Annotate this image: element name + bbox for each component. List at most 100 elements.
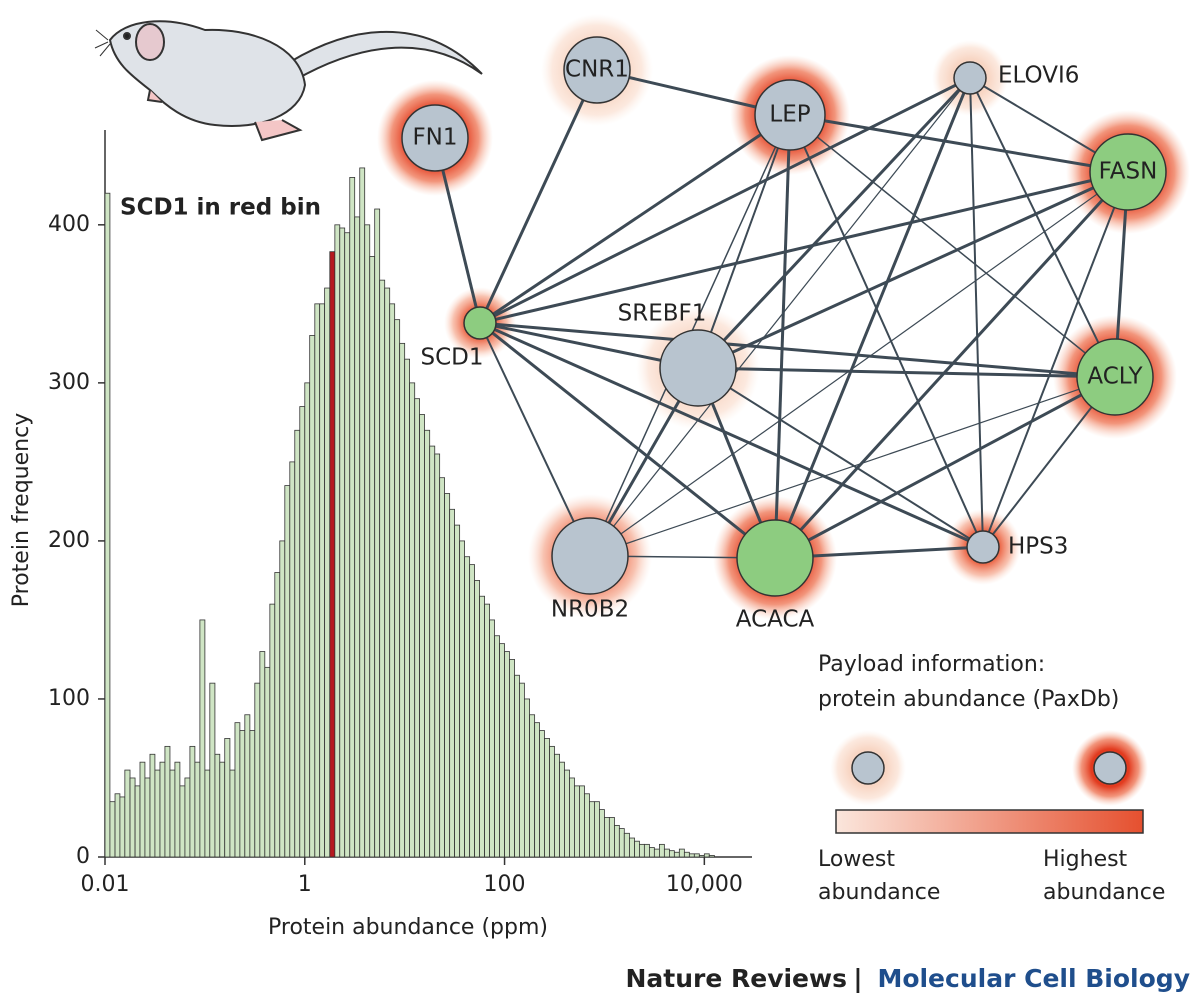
histogram-bar (239, 730, 246, 858)
histogram-bar (139, 761, 146, 858)
histogram-bar (199, 619, 206, 858)
histogram-bar (589, 801, 595, 858)
y-tick-label: 300 (48, 370, 90, 395)
histogram-bar (449, 508, 455, 858)
histogram-bar (529, 714, 536, 858)
histogram-bar (678, 848, 685, 858)
y-tick-label: 400 (48, 212, 90, 237)
node-label: SREBF1 (618, 301, 707, 327)
histogram-bar (688, 853, 695, 858)
histogram-bar (653, 848, 660, 858)
histogram-bar (574, 785, 580, 858)
x-tick-label: 1 (298, 872, 312, 897)
network-edge (479, 321, 984, 549)
histogram-bar (184, 777, 191, 858)
histogram-bar (119, 796, 126, 858)
network-edge (697, 366, 1116, 379)
histogram-bar (339, 227, 346, 858)
network-edge (589, 77, 971, 557)
network-edge (773, 170, 1130, 560)
node-label: CNR1 (565, 57, 629, 83)
network-edge (697, 170, 1129, 370)
histogram-bar (229, 769, 236, 858)
network-edge (774, 375, 1116, 560)
histogram-bar (109, 801, 116, 858)
histogram-bar (673, 851, 680, 858)
histogram-bar (708, 855, 715, 858)
x-tick-label: 0.01 (81, 872, 130, 897)
histogram-bar (284, 485, 291, 858)
histogram-bar (549, 745, 555, 858)
histogram-bar (604, 817, 610, 858)
histogram-bar (504, 651, 510, 858)
histogram-bar (683, 851, 690, 858)
network-node (551, 517, 629, 595)
histogram-bar (314, 303, 321, 858)
histogram-bar (179, 785, 186, 858)
network-edge (589, 376, 1116, 557)
histogram-bar (554, 753, 560, 858)
histogram-bar (634, 840, 640, 858)
histogram-bar (149, 753, 156, 858)
legend-title: Payload information: (818, 652, 1045, 677)
histogram-bar (249, 730, 256, 858)
mouse-illustration (94, 20, 483, 142)
network-edge (479, 321, 776, 560)
histogram-bar (519, 682, 525, 858)
histogram-bar (693, 853, 700, 858)
network-edge (789, 114, 984, 548)
histogram-bar (234, 722, 241, 858)
histogram-bar (474, 580, 480, 858)
histogram-bar (294, 429, 301, 858)
histogram-bar (194, 761, 201, 858)
histogram-bar (319, 303, 326, 858)
histogram-bar (334, 224, 341, 858)
histogram-bar (244, 714, 251, 858)
histogram-bar (304, 382, 311, 858)
histogram-bar (189, 745, 196, 858)
network-edge (696, 76, 972, 370)
network-edge (479, 322, 591, 557)
histogram-bar (424, 429, 431, 858)
histogram-bar (344, 232, 351, 858)
histogram-bar (618, 828, 625, 858)
histogram-bar (559, 761, 565, 858)
histogram-bar (364, 224, 371, 858)
histogram-bar (124, 769, 131, 858)
network-edge (773, 77, 972, 559)
network-edge (479, 76, 971, 325)
network-edge (697, 367, 984, 548)
histogram-bar (534, 722, 540, 858)
histogram-bar (369, 256, 376, 858)
footer-journal: Nature Reviews (625, 964, 847, 993)
histogram-bar (629, 837, 635, 858)
histogram-bar (359, 167, 366, 858)
network-node (966, 530, 1000, 564)
histogram-bar (419, 414, 425, 858)
histogram-bar (164, 745, 171, 858)
histogram-bar (464, 556, 471, 858)
network-edge (789, 114, 1116, 378)
histogram-bar (349, 177, 356, 858)
legend-low: abundance (818, 880, 940, 905)
y-tick-label: 0 (76, 844, 90, 869)
histogram-bar (649, 847, 655, 858)
histogram-bar (564, 769, 570, 858)
histogram-bar (134, 785, 141, 858)
network-edge (982, 171, 1129, 548)
histogram-bar (608, 817, 615, 858)
histogram-bar (614, 824, 620, 858)
histogram-bar (454, 524, 461, 858)
footer-subtitle: Molecular Cell Biology (877, 964, 1190, 993)
network-edge (589, 171, 1129, 557)
network-node (463, 306, 497, 340)
histogram-bar (444, 493, 451, 858)
legend-low: Lowest (818, 847, 895, 872)
node-label: ACACA (736, 607, 815, 633)
node-label: FASN (1099, 159, 1158, 185)
histogram-bar (269, 603, 276, 858)
histogram-bar (214, 753, 221, 858)
histogram-bar (439, 477, 445, 858)
histogram-bar (579, 785, 585, 858)
